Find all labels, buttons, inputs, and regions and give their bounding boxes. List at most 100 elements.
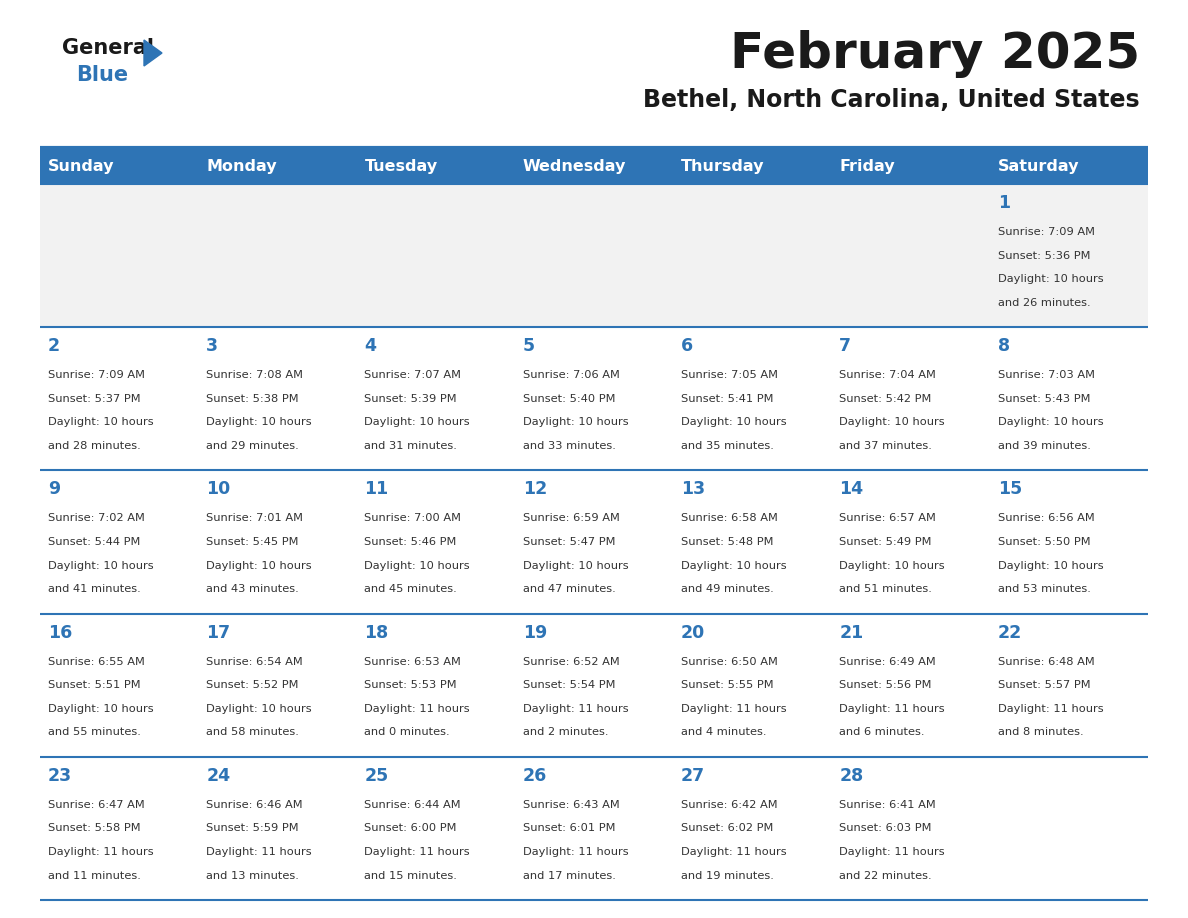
Bar [832,470,990,613]
Text: 15: 15 [998,480,1022,498]
Bar [40,184,198,327]
Bar [356,184,514,327]
Text: 22: 22 [998,623,1022,642]
Text: and 15 minutes.: and 15 minutes. [365,870,457,880]
Text: Sunset: 5:58 PM: Sunset: 5:58 PM [48,823,140,834]
Text: Daylight: 11 hours: Daylight: 11 hours [365,847,470,857]
Text: and 37 minutes.: and 37 minutes. [840,441,933,451]
Text: Sunrise: 6:48 AM: Sunrise: 6:48 AM [998,656,1094,666]
Text: Sunrise: 6:57 AM: Sunrise: 6:57 AM [840,513,936,523]
Text: Sunrise: 6:59 AM: Sunrise: 6:59 AM [523,513,620,523]
Text: 12: 12 [523,480,546,498]
Text: Sunset: 5:49 PM: Sunset: 5:49 PM [840,537,931,547]
Text: 14: 14 [840,480,864,498]
Text: and 11 minutes.: and 11 minutes. [48,870,141,880]
Text: Daylight: 10 hours: Daylight: 10 hours [998,274,1104,285]
Text: Sunset: 5:39 PM: Sunset: 5:39 PM [365,394,457,404]
Text: Sunrise: 6:44 AM: Sunrise: 6:44 AM [365,800,461,810]
Text: Daylight: 10 hours: Daylight: 10 hours [48,418,153,428]
Text: 6: 6 [681,337,693,355]
Text: Daylight: 11 hours: Daylight: 11 hours [48,847,153,857]
Bar [514,613,674,756]
Text: Blue: Blue [76,65,128,85]
Text: Sunset: 5:54 PM: Sunset: 5:54 PM [523,680,615,690]
Text: and 35 minutes.: and 35 minutes. [681,441,773,451]
Text: and 53 minutes.: and 53 minutes. [998,584,1091,594]
Bar [356,613,514,756]
Text: Sunset: 5:48 PM: Sunset: 5:48 PM [681,537,773,547]
Text: and 33 minutes.: and 33 minutes. [523,441,615,451]
Bar [40,756,198,900]
Text: 4: 4 [365,337,377,355]
Text: 27: 27 [681,767,706,785]
Text: Daylight: 10 hours: Daylight: 10 hours [207,418,311,428]
Text: Daylight: 10 hours: Daylight: 10 hours [365,418,470,428]
Text: Daylight: 10 hours: Daylight: 10 hours [840,561,944,571]
Text: Sunset: 5:42 PM: Sunset: 5:42 PM [840,394,931,404]
Text: 26: 26 [523,767,546,785]
Text: and 4 minutes.: and 4 minutes. [681,727,766,737]
Bar [990,756,1148,900]
Bar [674,327,832,470]
Text: Daylight: 10 hours: Daylight: 10 hours [523,561,628,571]
Bar [514,184,674,327]
Bar [356,327,514,470]
Text: Daylight: 11 hours: Daylight: 11 hours [840,704,944,714]
Text: and 39 minutes.: and 39 minutes. [998,441,1091,451]
Text: 3: 3 [207,337,219,355]
Text: Daylight: 10 hours: Daylight: 10 hours [48,561,153,571]
Text: 20: 20 [681,623,706,642]
Text: Sunset: 5:56 PM: Sunset: 5:56 PM [840,680,931,690]
Bar [356,470,514,613]
Text: Daylight: 11 hours: Daylight: 11 hours [523,847,628,857]
Text: Daylight: 10 hours: Daylight: 10 hours [523,418,628,428]
Text: Sunrise: 6:56 AM: Sunrise: 6:56 AM [998,513,1094,523]
Text: Sunday: Sunday [48,159,114,174]
Text: Sunset: 5:45 PM: Sunset: 5:45 PM [207,537,298,547]
Text: General: General [62,38,154,58]
Text: and 41 minutes.: and 41 minutes. [48,584,140,594]
Text: Daylight: 11 hours: Daylight: 11 hours [840,847,944,857]
Text: Wednesday: Wednesday [523,159,626,174]
Text: Sunset: 5:47 PM: Sunset: 5:47 PM [523,537,615,547]
Bar [674,756,832,900]
Text: and 22 minutes.: and 22 minutes. [840,870,931,880]
Text: and 29 minutes.: and 29 minutes. [207,441,299,451]
Bar [514,756,674,900]
Text: Sunrise: 7:03 AM: Sunrise: 7:03 AM [998,370,1094,380]
Text: 1: 1 [998,194,1010,212]
Polygon shape [144,40,162,66]
Bar [674,470,832,613]
Text: Bethel, North Carolina, United States: Bethel, North Carolina, United States [644,88,1140,112]
Bar [832,327,990,470]
Text: Daylight: 10 hours: Daylight: 10 hours [48,704,153,714]
Bar [198,184,356,327]
Bar [40,327,198,470]
Bar [990,184,1148,327]
Text: Daylight: 11 hours: Daylight: 11 hours [681,704,786,714]
Text: and 6 minutes.: and 6 minutes. [840,727,924,737]
Text: 19: 19 [523,623,546,642]
Bar [40,613,198,756]
Text: Sunset: 5:52 PM: Sunset: 5:52 PM [207,680,298,690]
Text: February 2025: February 2025 [729,30,1140,78]
Text: Sunrise: 6:46 AM: Sunrise: 6:46 AM [207,800,303,810]
Text: Daylight: 10 hours: Daylight: 10 hours [681,561,786,571]
Bar [990,327,1148,470]
Text: Sunset: 5:43 PM: Sunset: 5:43 PM [998,394,1091,404]
Text: Sunrise: 6:42 AM: Sunrise: 6:42 AM [681,800,778,810]
Text: and 17 minutes.: and 17 minutes. [523,870,615,880]
Text: Thursday: Thursday [681,159,765,174]
Text: Daylight: 11 hours: Daylight: 11 hours [523,704,628,714]
Text: Sunrise: 7:04 AM: Sunrise: 7:04 AM [840,370,936,380]
Bar [198,470,356,613]
Bar [40,470,198,613]
Text: Sunset: 5:57 PM: Sunset: 5:57 PM [998,680,1091,690]
Text: and 55 minutes.: and 55 minutes. [48,727,141,737]
Text: Sunset: 6:03 PM: Sunset: 6:03 PM [840,823,931,834]
Text: Sunrise: 6:43 AM: Sunrise: 6:43 AM [523,800,619,810]
Text: Sunrise: 7:05 AM: Sunrise: 7:05 AM [681,370,778,380]
Text: and 2 minutes.: and 2 minutes. [523,727,608,737]
Bar [832,184,990,327]
Text: Sunset: 6:00 PM: Sunset: 6:00 PM [365,823,457,834]
